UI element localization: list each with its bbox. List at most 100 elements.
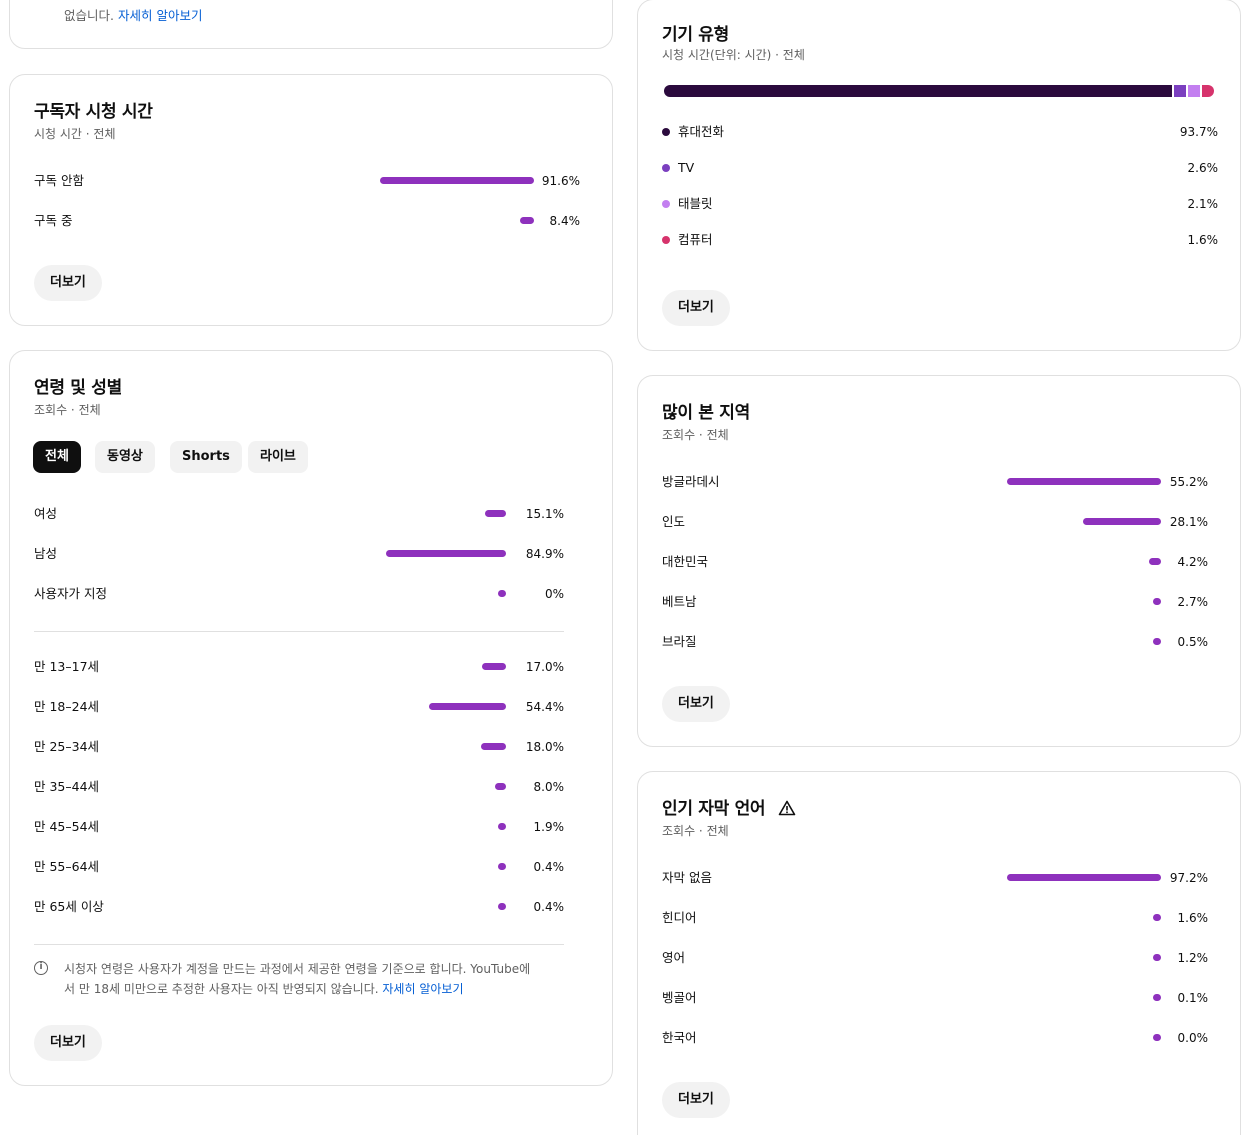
row-value: 1.9%: [533, 820, 565, 834]
row-bar: [498, 590, 506, 597]
device-bar-segment: [1200, 85, 1214, 97]
row-bar: [519, 217, 534, 224]
row-value: 84.9%: [525, 547, 564, 561]
row-value: 15.1%: [525, 507, 564, 521]
row-label: 만 35–44세: [34, 779, 100, 794]
legend-dot: [662, 236, 670, 244]
row-label: 만 45–54세: [34, 819, 100, 834]
row-value: 4.2%: [1177, 555, 1209, 569]
row-bar: [1153, 638, 1161, 645]
info-icon: i: [34, 961, 48, 975]
row-label: 구독 중: [34, 213, 73, 228]
legend-label: TV: [678, 160, 695, 175]
device-type-card: 기기 유형 시청 시간(단위: 시간) · 전체 휴대전화 93.7% TV 2.6%…: [637, 0, 1241, 351]
row-bar: [380, 177, 534, 184]
row-label: 브라질: [662, 634, 697, 649]
list-item: 영어 1.2%: [662, 948, 1208, 968]
row-bar: [1007, 874, 1161, 881]
row-label: 영어: [662, 950, 686, 965]
row-bar: [498, 863, 506, 870]
see-more-button[interactable]: 더보기: [34, 1025, 102, 1061]
info-line-1: 시청자 연령은 사용자가 계정을 만드는 과정에서 제공한 연령을 기준으로 합…: [64, 962, 531, 976]
learn-more-link[interactable]: 자세히 알아보기: [117, 8, 203, 23]
card-title: 구독자 시청 시간: [34, 102, 153, 122]
row-value: 0.4%: [533, 860, 565, 874]
row-label: 남성: [34, 546, 58, 561]
legend-value: 2.6%: [1187, 161, 1219, 175]
list-item: 만 45–54세 1.9%: [34, 817, 564, 837]
chip-all[interactable]: 전체: [33, 441, 81, 473]
list-item: 남성 84.9%: [34, 544, 564, 564]
list-item: 한국어 0.0%: [662, 1028, 1208, 1048]
row-value: 1.6%: [1177, 911, 1209, 925]
legend-dot: [662, 200, 670, 208]
row-label: 사용자가 지정: [34, 586, 107, 601]
legend-value: 1.6%: [1187, 233, 1219, 247]
legend-dot: [662, 164, 670, 172]
legend-value: 2.1%: [1187, 197, 1219, 211]
device-bar-segment: [1186, 85, 1200, 97]
row-value: 2.7%: [1177, 595, 1209, 609]
row-value: 91.6%: [541, 174, 580, 188]
row-bar: [481, 663, 506, 670]
legend-item: 태블릿 2.1%: [662, 194, 1218, 214]
see-more-button[interactable]: 더보기: [34, 265, 102, 301]
row-label: 방글라데시: [662, 474, 720, 489]
card-title: 연령 및 성별: [34, 378, 122, 398]
row-label: 자막 없음: [662, 870, 712, 885]
row-label: 인도: [662, 514, 686, 529]
chip-live[interactable]: 라이브: [248, 441, 308, 473]
row-bar: [484, 510, 506, 517]
row-bar: [480, 743, 506, 750]
divider: [34, 944, 564, 945]
row-label: 대한민국: [662, 554, 709, 569]
legend-value: 93.7%: [1179, 125, 1218, 139]
row-bar: [1153, 954, 1161, 961]
see-more-button[interactable]: 더보기: [662, 1082, 730, 1118]
row-label: 만 18–24세: [34, 699, 100, 714]
see-more-button[interactable]: 더보기: [662, 290, 730, 326]
row-value: 8.0%: [533, 780, 565, 794]
divider: [34, 631, 564, 632]
info-card-partial: 없습니다. 자세히 알아보기: [9, 0, 613, 49]
row-bar: [1082, 518, 1161, 525]
age-gender-card: 연령 및 성별 조회수 · 전체 전체 동영상 Shorts 라이브 여성 15.…: [9, 350, 613, 1086]
row-label: 힌디어: [662, 910, 697, 925]
card-subtitle: 조회수 · 전체: [662, 428, 729, 442]
row-value: 0.0%: [1177, 1031, 1209, 1045]
content-type-chips: 전체 동영상 Shorts 라이브: [33, 441, 533, 473]
warning-icon[interactable]: [778, 800, 796, 820]
row-label: 만 55–64세: [34, 859, 100, 874]
list-item: 방글라데시 55.2%: [662, 472, 1208, 492]
info-text: 없습니다. 자세히 알아보기: [64, 5, 202, 24]
card-subtitle: 조회수 · 전체: [34, 403, 101, 417]
legend-label: 휴대전화: [678, 124, 725, 139]
list-item: 만 35–44세 8.0%: [34, 777, 564, 797]
card-title-wrap: 인기 자막 언어: [662, 794, 796, 820]
row-value: 0%: [544, 587, 564, 601]
row-bar: [1153, 1034, 1161, 1041]
chip-shorts[interactable]: Shorts: [170, 441, 242, 473]
chip-videos[interactable]: 동영상: [95, 441, 155, 473]
card-subtitle: 시청 시간 · 전체: [34, 127, 116, 141]
row-value: 18.0%: [525, 740, 564, 754]
card-subtitle: 시청 시간(단위: 시간) · 전체: [662, 48, 805, 62]
row-bar: [1153, 994, 1161, 1001]
learn-more-link[interactable]: 자세히 알아보기: [382, 982, 464, 996]
list-item: 브라질 0.5%: [662, 632, 1208, 652]
info-line-2-wrap: 서 만 18세 미만으로 추정한 사용자는 아직 반영되지 않습니다. 자세히 …: [64, 979, 574, 999]
row-value: 0.4%: [533, 900, 565, 914]
legend-item: 컴퓨터 1.6%: [662, 230, 1218, 250]
list-item: 여성 15.1%: [34, 504, 564, 524]
list-item: 만 55–64세 0.4%: [34, 857, 564, 877]
card-title: 기기 유형: [662, 25, 729, 45]
list-item: 인도 28.1%: [662, 512, 1208, 532]
row-bar: [494, 783, 506, 790]
row-label: 벵골어: [662, 990, 697, 1005]
row-value: 28.1%: [1169, 515, 1208, 529]
see-more-button[interactable]: 더보기: [662, 686, 730, 722]
legend-label: 태블릿: [678, 196, 713, 211]
row-value: 55.2%: [1169, 475, 1208, 489]
row-bar: [498, 903, 506, 910]
top-regions-card: 많이 본 지역 조회수 · 전체 방글라데시 55.2% 인도 28.1% 대한민국 4.…: [637, 375, 1241, 747]
